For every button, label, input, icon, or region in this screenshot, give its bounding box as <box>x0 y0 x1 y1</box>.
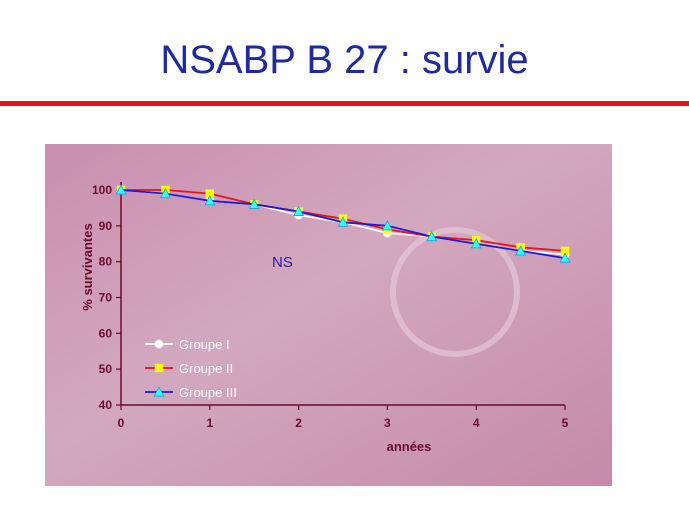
series-groupe-2-point <box>560 246 570 256</box>
series-groupe-3-point <box>248 198 260 209</box>
legend-marker <box>153 386 165 397</box>
x-axis-title: années <box>387 439 432 454</box>
ns-annotation: NS <box>272 254 293 271</box>
series-groupe-3 <box>115 184 571 263</box>
series-groupe-3-point <box>115 184 127 195</box>
chart-panel: 40 50 60 70 80 90 100 0 1 2 3 4 5 Groupe I Groupe II G… <box>45 144 612 486</box>
y-axis-title: % survivantes <box>80 223 95 310</box>
legend: Groupe I Groupe II Groupe III <box>145 337 237 400</box>
legend-label: Groupe III <box>179 385 237 400</box>
series-groupe-3-point <box>426 230 438 242</box>
series-groupe-3-point <box>381 220 393 231</box>
legend-marker <box>154 339 164 349</box>
legend-item: Groupe III <box>145 385 237 400</box>
y-tick-label: 60 <box>99 326 113 340</box>
x-tick-label: 4 <box>473 416 480 430</box>
legend-item: Groupe II <box>145 361 233 376</box>
title-divider <box>0 101 689 106</box>
x-tick-label: 3 <box>384 416 391 430</box>
chart-background <box>45 144 612 486</box>
series-groupe-3-point <box>515 245 527 256</box>
series-groupe-3-point <box>559 252 571 263</box>
x-tick-label: 2 <box>295 416 302 430</box>
y-tick-label: 80 <box>99 255 113 269</box>
series-groupe-3-point <box>293 205 305 216</box>
x-tick-label: 1 <box>206 416 213 430</box>
decorative-ring <box>390 227 520 357</box>
axes: 40 50 60 70 80 90 100 0 1 2 3 4 5 <box>92 182 569 430</box>
x-tick-label: 5 <box>562 416 569 430</box>
series-groupe-3-point <box>159 187 171 199</box>
series-groupe-2-point <box>205 189 214 198</box>
legend-item: Groupe I <box>145 337 230 352</box>
x-tick-label: 0 <box>118 416 125 430</box>
y-tick-label: 70 <box>99 291 113 305</box>
legend-label: Groupe I <box>179 337 230 352</box>
y-tick-label: 50 <box>99 362 113 376</box>
y-tick-label: 90 <box>99 219 113 233</box>
series-groupe-3-point <box>470 238 482 249</box>
series-groupe-3-point <box>204 195 216 206</box>
y-tick-label: 40 <box>99 398 113 412</box>
series-groupe-3-point <box>337 216 349 227</box>
series-group <box>115 184 571 263</box>
y-tick-label: 100 <box>92 183 112 197</box>
legend-marker <box>154 363 164 373</box>
slide-title: NSABP B 27 : survie <box>160 38 529 82</box>
legend-label: Groupe II <box>179 361 233 376</box>
